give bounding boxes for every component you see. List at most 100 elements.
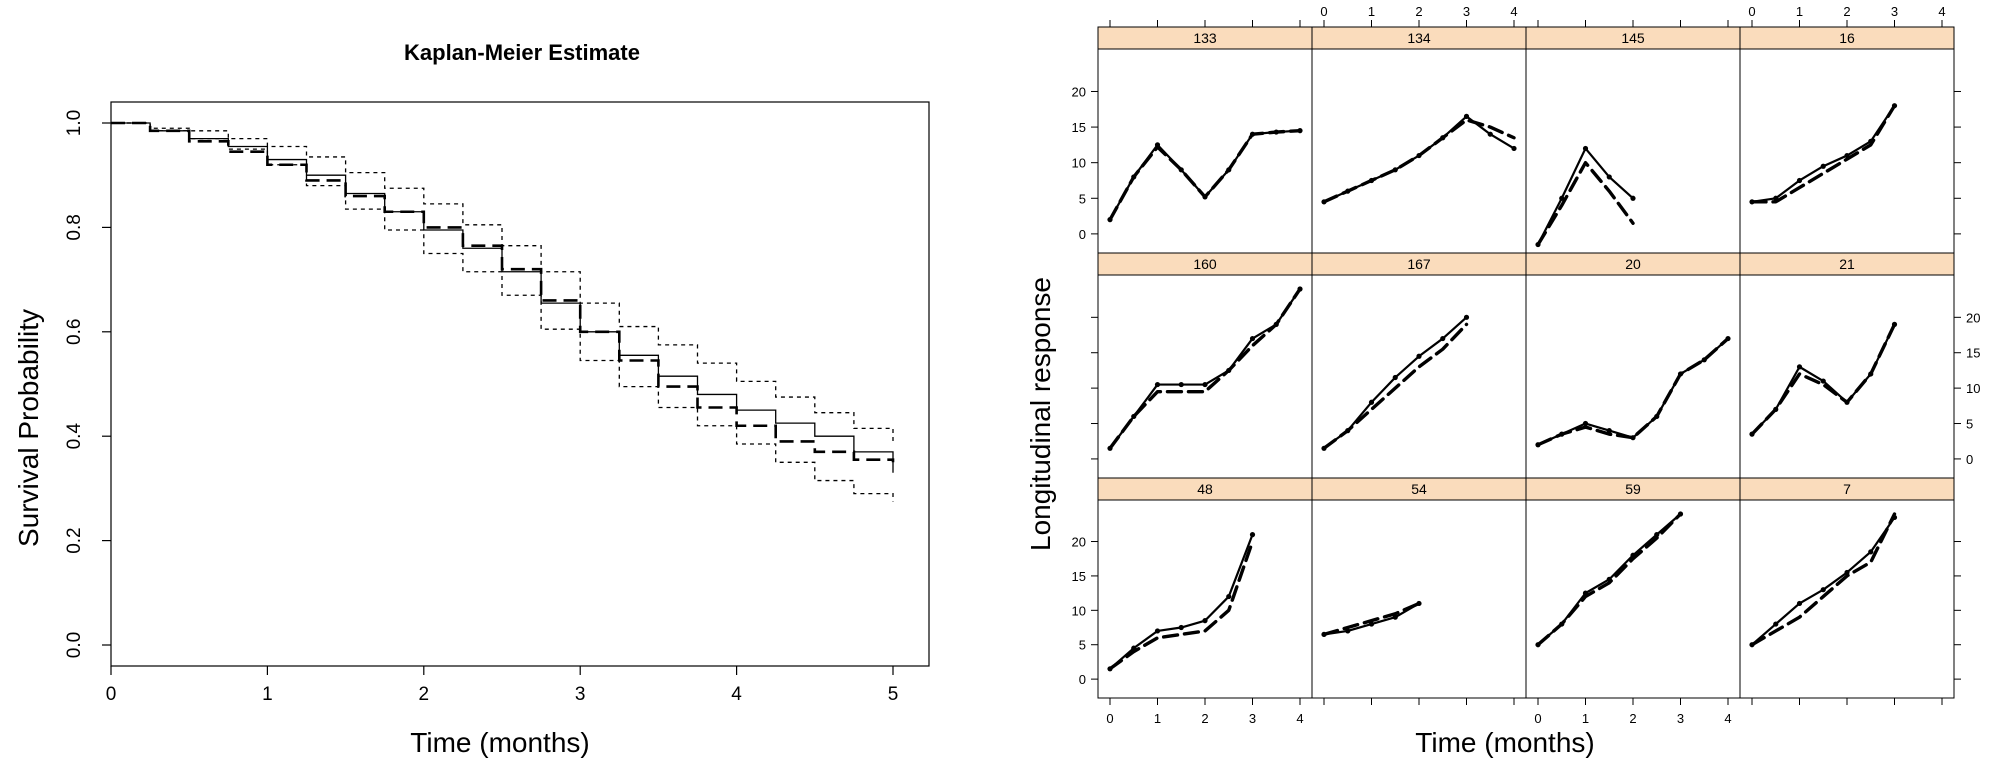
observed-point <box>1487 131 1493 137</box>
km-x-axis-label: Time (months) <box>410 727 589 758</box>
observed-point <box>1440 335 1446 342</box>
observed-point <box>1820 378 1826 384</box>
observed-point <box>1107 666 1113 672</box>
panel-label: 20 <box>1625 256 1641 272</box>
observed-point <box>1345 428 1351 434</box>
observed-point <box>1868 138 1874 144</box>
observed-point <box>1297 128 1303 134</box>
observed-point <box>1178 167 1184 173</box>
fitted-line <box>1108 287 1302 450</box>
observed-point <box>1440 135 1446 141</box>
x-tick-label: 3 <box>1249 711 1256 726</box>
observed-point <box>1154 142 1161 148</box>
observed-point <box>1630 435 1636 441</box>
observed-point <box>1559 431 1565 437</box>
observed-point <box>1416 152 1422 159</box>
km-x-axis: 0 1 2 3 4 5 <box>106 666 898 705</box>
panel-frame <box>1739 499 1955 699</box>
x-tick-label: 3 <box>1463 4 1470 19</box>
y-tick-label: 5 <box>1966 417 1973 432</box>
y-tick-label: 5 <box>1079 638 1086 653</box>
x-tick-label: 4 <box>1510 4 1517 19</box>
observed-line <box>1108 287 1302 450</box>
observed-point <box>1868 371 1874 377</box>
fitted-line <box>1750 512 1897 647</box>
x-tick-label: 1 <box>1368 4 1375 19</box>
observed-point <box>1868 549 1874 555</box>
fitted-line <box>1536 160 1635 247</box>
x-tick-label: 2 <box>1629 711 1636 726</box>
x-tick-label: 0 <box>1106 711 1113 726</box>
fitted-line <box>1750 104 1897 204</box>
observed-line <box>1536 337 1730 446</box>
km-x-tick-label: 0 <box>106 684 117 705</box>
panel-frame <box>1097 48 1313 254</box>
km-y-tick-label: 1.0 <box>64 110 85 136</box>
y-tick-label: 10 <box>1966 381 1980 396</box>
observed-point <box>1511 145 1517 152</box>
observed-point <box>1226 367 1232 374</box>
observed-point <box>1844 399 1850 405</box>
observed-point <box>1654 532 1660 538</box>
observed-point <box>1891 321 1898 327</box>
panel-20: 20 <box>1525 252 1741 479</box>
x-tick-label: 2 <box>1415 4 1422 19</box>
observed-point <box>1796 364 1803 370</box>
x-tick-label: 1 <box>1582 711 1589 726</box>
observed-point <box>1107 445 1113 451</box>
observed-point <box>1463 113 1470 119</box>
observed-point <box>1559 621 1565 627</box>
panel-label: 54 <box>1411 481 1427 497</box>
y-tick-label: 20 <box>1966 310 1980 325</box>
observed-point <box>1630 195 1636 201</box>
observed-point <box>1796 600 1803 607</box>
panel-frame <box>1311 48 1527 254</box>
fitted-line <box>1322 118 1516 204</box>
fitted-line <box>1108 539 1255 671</box>
panel-label: 133 <box>1193 30 1217 46</box>
x-tick-label: 2 <box>1843 4 1850 19</box>
panel-frame <box>1311 274 1527 479</box>
x-tick-label: 4 <box>1296 711 1303 726</box>
trellis-y-axis-label: Longitudinal response <box>1025 277 1056 551</box>
observed-point <box>1273 321 1279 327</box>
observed-point <box>1606 174 1612 180</box>
observed-point <box>1773 621 1779 627</box>
panel-frame <box>1097 499 1313 699</box>
y-tick-label: 15 <box>1072 569 1086 584</box>
observed-point <box>1392 374 1398 381</box>
km-series-dotted-3 <box>111 122 894 502</box>
observed-point <box>1535 442 1541 448</box>
observed-point <box>1273 129 1279 135</box>
observed-point <box>1463 314 1470 320</box>
y-tick-label: 0 <box>1966 452 1973 467</box>
y-tick-label: 15 <box>1966 346 1980 361</box>
observed-point <box>1416 600 1422 607</box>
fitted-line <box>1322 601 1421 637</box>
observed-point <box>1582 145 1589 152</box>
observed-point <box>1582 420 1589 427</box>
observed-point <box>1844 152 1850 159</box>
panel-label: 160 <box>1193 256 1217 272</box>
x-tick-label: 2 <box>1201 711 1208 726</box>
observed-point <box>1392 167 1398 173</box>
panel-134: 134 <box>1311 26 1527 254</box>
panel-frame <box>1739 48 1955 254</box>
observed-point <box>1368 399 1375 405</box>
km-plot-frame <box>110 101 930 667</box>
panel-label: 21 <box>1839 256 1855 272</box>
panel-133: 133 <box>1097 26 1313 254</box>
panel-54: 54 <box>1311 477 1527 699</box>
observed-point <box>1178 624 1184 631</box>
km-y-axis: 0.0 0.2 0.4 0.6 0.8 1.0 <box>64 110 111 658</box>
observed-line <box>1750 516 1896 646</box>
y-tick-label: 20 <box>1072 535 1086 550</box>
x-tick-label: 3 <box>1891 4 1898 19</box>
observed-point <box>1559 195 1565 201</box>
observed-point <box>1820 587 1826 593</box>
observed-point <box>1226 593 1232 600</box>
observed-point <box>1392 614 1398 620</box>
y-tick-label: 20 <box>1072 84 1086 99</box>
observed-point <box>1178 381 1184 388</box>
